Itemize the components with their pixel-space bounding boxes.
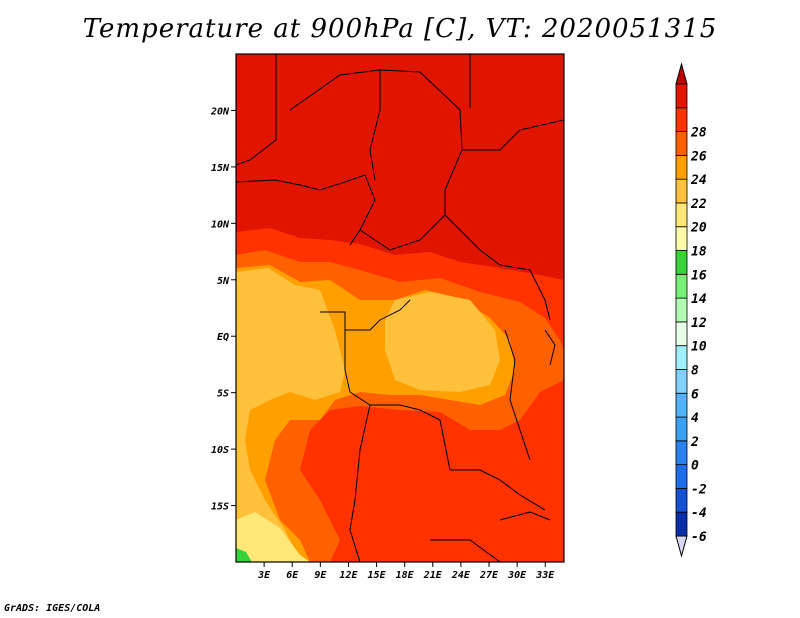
lat-tick-label: 10N — [211, 219, 230, 230]
colorbar-swatch — [675, 250, 688, 275]
zone-14-16 — [236, 548, 252, 562]
colorbar-label: 28 — [690, 126, 707, 141]
colorbar-swatch — [675, 511, 688, 537]
map-frame — [235, 53, 565, 563]
lat-tick-label: 5N — [217, 276, 230, 287]
colorbar-swatch — [675, 226, 688, 251]
colorbar-swatch — [675, 178, 688, 204]
colorbar-swatch — [675, 488, 688, 513]
lon-tick-label: 12E — [339, 570, 358, 581]
colorbar-max-arrow — [675, 62, 688, 85]
colorbar-label: 4 — [691, 411, 699, 426]
lon-tick-label: 27E — [479, 570, 499, 581]
colorbar-swatch — [675, 202, 688, 228]
colorbar-swatch — [675, 392, 688, 418]
colorbar-label: -2 — [691, 482, 707, 497]
colorbar-swatch — [675, 83, 688, 109]
colorbar-label: -6 — [691, 530, 707, 545]
colorbar-swatch — [675, 440, 688, 466]
colorbar-swatch — [675, 107, 688, 132]
lat-tick-label: 15N — [211, 163, 230, 174]
colorbar-min-arrow — [675, 535, 688, 558]
lat-tick-label: 15S — [211, 502, 229, 513]
grads-credit: GrADS: IGES/COLA — [4, 603, 101, 614]
colorbar-label: 16 — [691, 268, 707, 283]
lon-tick-label: 9E — [314, 570, 327, 581]
zone-18-20-east — [385, 292, 500, 392]
colorbar-label: 10 — [691, 340, 707, 355]
zone-16-18 — [236, 512, 310, 562]
lon-tick-label: 3E — [257, 570, 271, 581]
colorbar-label: 8 — [691, 363, 699, 378]
chart-title: Temperature at 900hPa [C], VT: 202005131… — [82, 14, 718, 44]
colorbar-label: -4 — [691, 506, 707, 521]
colorbar-swatch — [675, 416, 688, 442]
colorbar-swatch — [675, 273, 688, 299]
lon-tick-label: 15E — [368, 570, 387, 581]
country-borders — [236, 54, 564, 562]
lat-tick-label: 5S — [217, 389, 229, 400]
lat-tick-label: EQ — [217, 332, 229, 343]
colorbar-swatch — [675, 154, 688, 180]
colorbar-label: 20 — [690, 221, 707, 236]
colorbar-swatch — [675, 131, 688, 156]
lon-ticks: 3E 6E 9E 12E 15E 18E 21E 24E 27E 30E 33E — [257, 562, 555, 581]
colorbar-label: 2 — [690, 435, 699, 450]
colorbar-swatch — [675, 345, 688, 370]
colorbar-label: 18 — [691, 245, 707, 260]
map-field — [236, 54, 564, 562]
colorbar-label: 12 — [691, 316, 707, 331]
colorbar-label: 0 — [691, 459, 699, 474]
zone-hot-south — [350, 420, 545, 545]
colorbar-label: 26 — [690, 149, 707, 164]
lon-tick-label: 30E — [507, 570, 527, 581]
lon-tick-label: 6E — [286, 570, 299, 581]
colorbar-label: 6 — [691, 387, 699, 402]
zone-18-20 — [236, 268, 345, 562]
lat-tick-label: 20N — [210, 106, 230, 117]
colorbar-label: 22 — [690, 197, 707, 212]
lon-tick-label: 33E — [535, 570, 555, 581]
colorbar-label: 24 — [690, 173, 707, 188]
colorbar-label: 14 — [691, 292, 707, 307]
colorbar-swatch — [675, 297, 688, 323]
lat-tick-label: 10S — [211, 445, 229, 456]
colorbar-swatch — [675, 369, 688, 394]
lat-ticks: 20N 15N 10N 5N EQ 5S 10S 15S — [210, 106, 236, 513]
lon-tick-label: 24E — [451, 570, 471, 581]
colorbar-swatch — [675, 321, 688, 347]
colorbar-swatch — [675, 464, 688, 489]
lon-tick-label: 21E — [423, 570, 443, 581]
lon-tick-label: 18E — [396, 570, 415, 581]
